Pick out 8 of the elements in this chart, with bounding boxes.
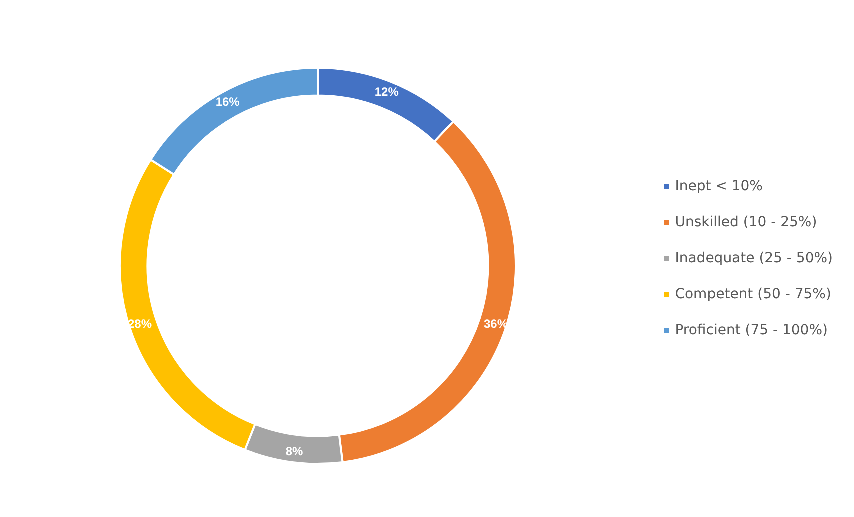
- legend-label: Unskilled (10 - 25%): [675, 214, 818, 230]
- data-label: 12%: [374, 85, 400, 99]
- legend-label: Competent (50 - 75%): [675, 286, 832, 302]
- legend-label: Inept < 10%: [675, 178, 763, 194]
- legend-label: Inadequate (25 - 50%): [675, 250, 833, 266]
- data-label: 8%: [286, 444, 304, 459]
- legend-label: Proficient (75 - 100%): [675, 322, 828, 338]
- data-label: 16%: [216, 95, 240, 110]
